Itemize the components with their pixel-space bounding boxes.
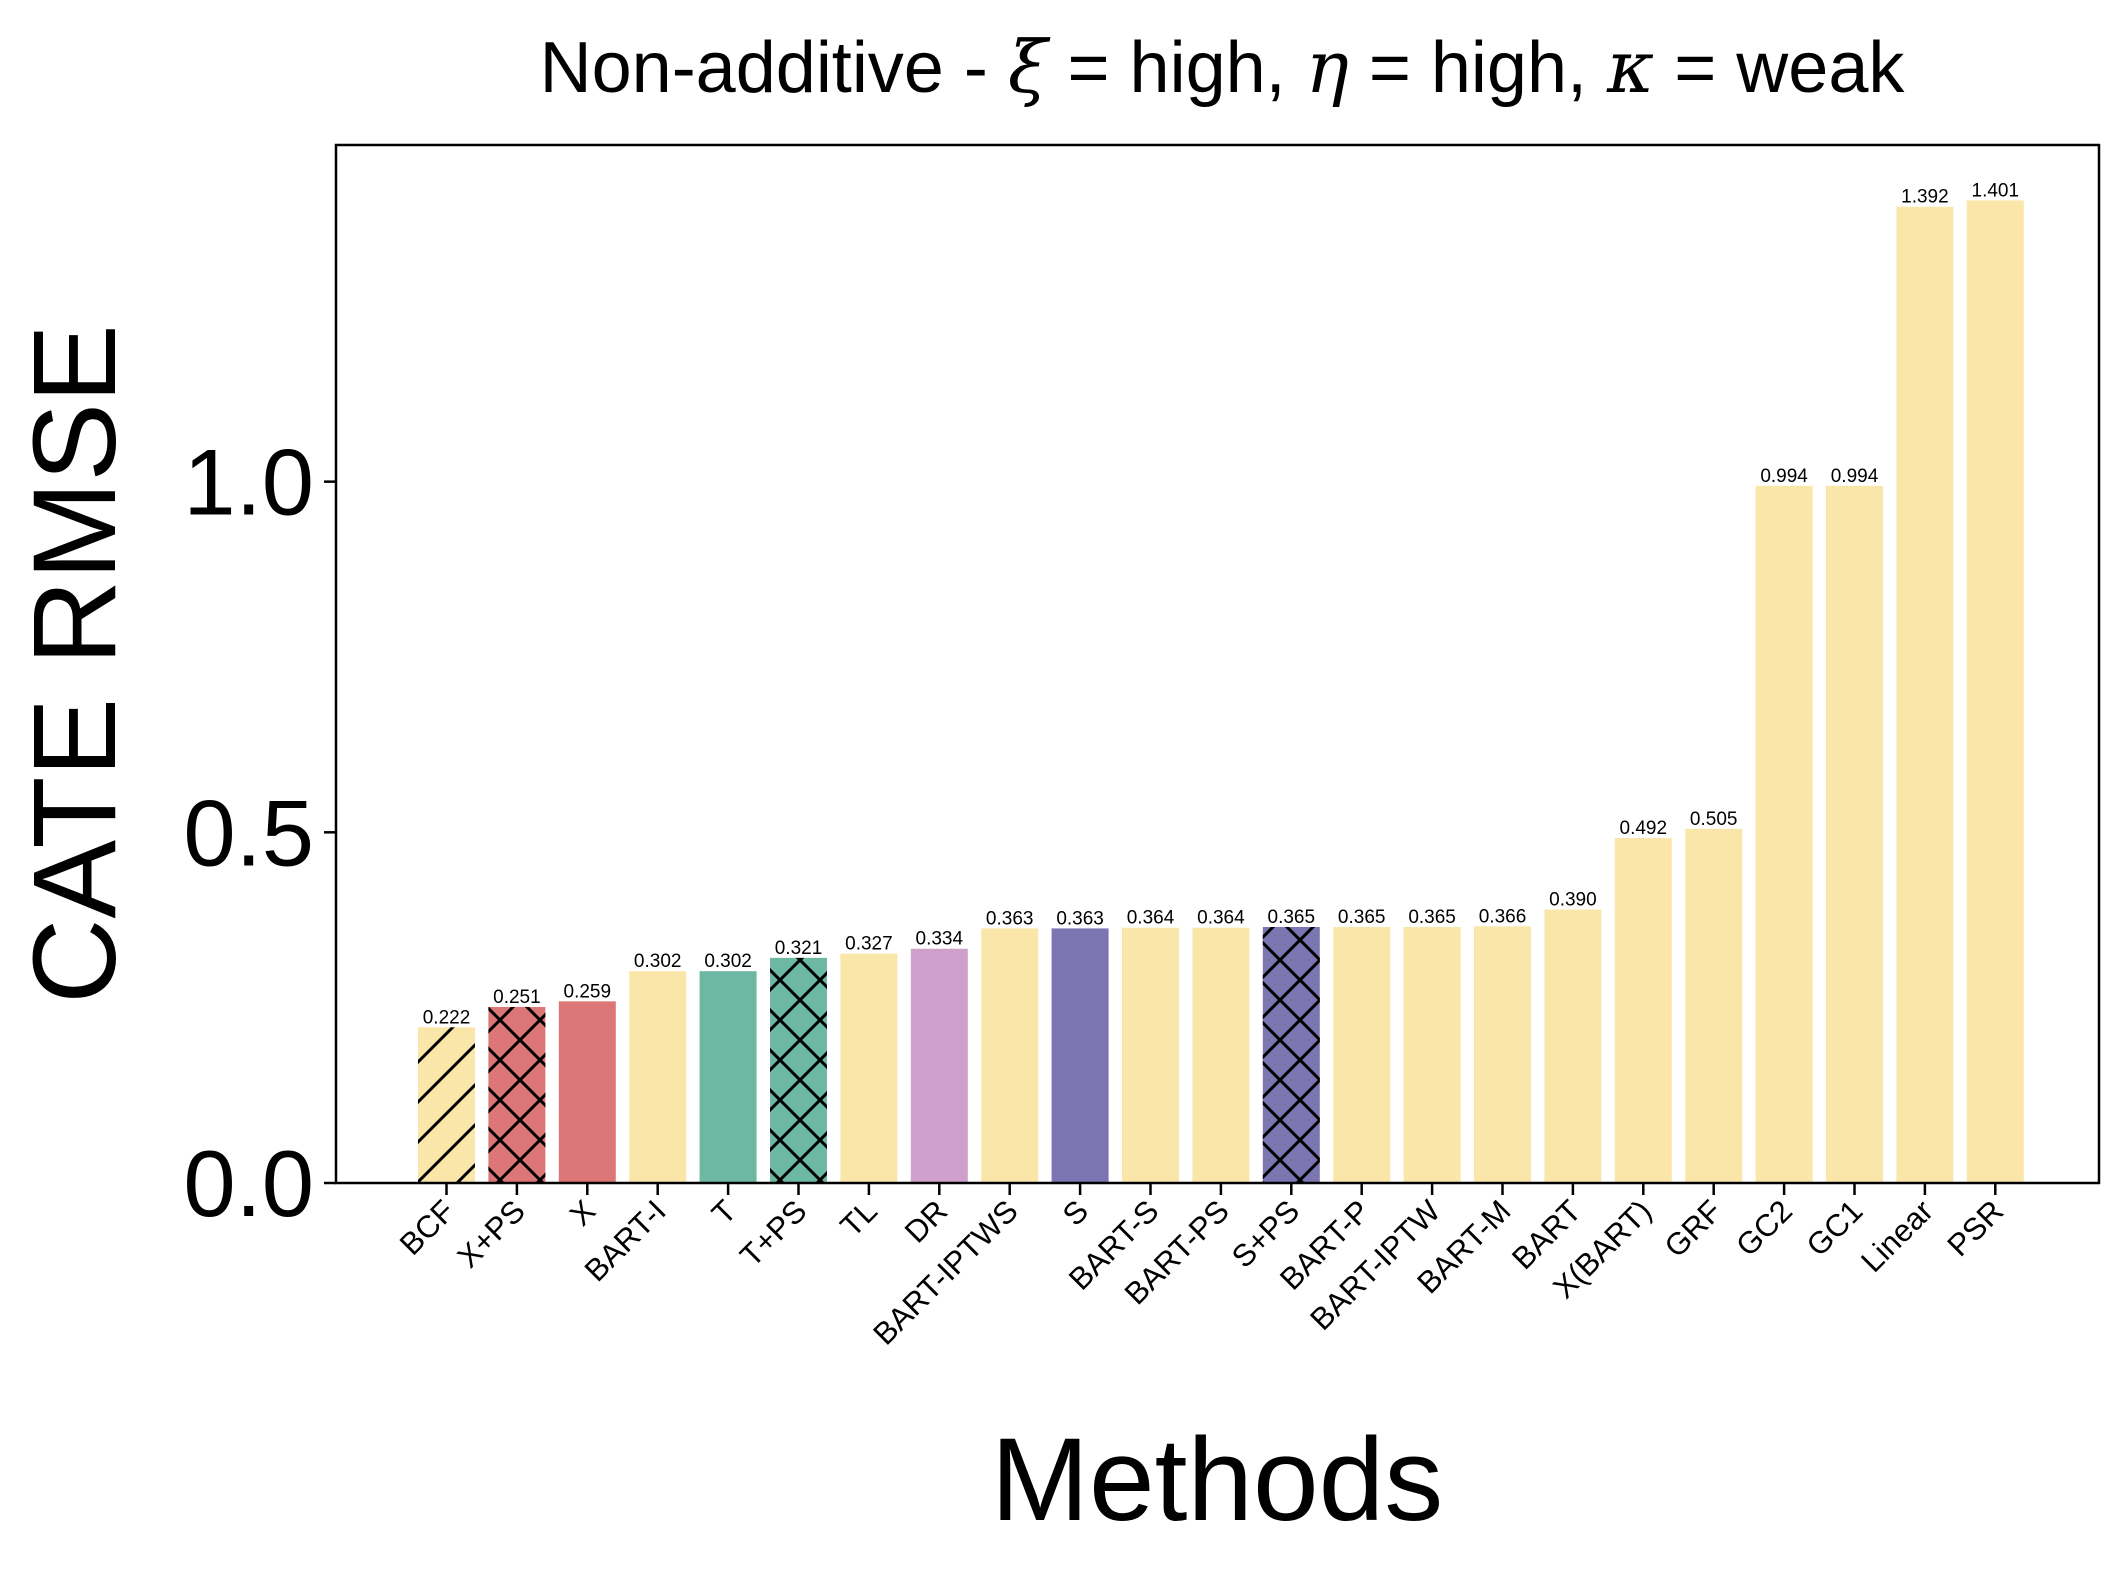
x-tick-label: PSR xyxy=(1940,1193,2010,1263)
x-tick-label: GRF xyxy=(1658,1193,1729,1264)
y-tick-label: 0.5 xyxy=(183,780,314,885)
x-tick-label: DR xyxy=(898,1193,954,1249)
data-label: 0.994 xyxy=(1760,466,1808,487)
bar-bart xyxy=(1544,909,1602,1183)
bar-x xyxy=(558,1001,616,1183)
bar-bart-iptws xyxy=(981,928,1039,1183)
y-axis: 0.0 0.5 1.0 xyxy=(183,430,336,1236)
data-label: 0.366 xyxy=(1479,906,1527,927)
x-tick-label: Linear xyxy=(1854,1193,1940,1279)
data-label: 0.365 xyxy=(1338,907,1386,928)
data-label: 0.492 xyxy=(1620,818,1668,839)
x-tick-label: T xyxy=(705,1193,743,1231)
bar-s xyxy=(1051,928,1109,1183)
x-tick-label: TL xyxy=(834,1193,884,1243)
data-label: 0.321 xyxy=(775,938,823,959)
x-tick-label: S xyxy=(1056,1193,1095,1232)
bar-x-bart xyxy=(1614,837,1672,1183)
x-axis-label: Methods xyxy=(991,1414,1444,1546)
data-label: 0.251 xyxy=(493,987,541,1008)
bar-hatch-s-ps xyxy=(1262,927,1320,1183)
data-labels-group: 0.222 0.251 0.259 0.302 0.302 0.321 0.327 0.334… xyxy=(423,180,2019,1028)
data-label: 0.390 xyxy=(1549,889,1597,910)
data-label: 0.365 xyxy=(1268,907,1316,928)
data-label: 0.222 xyxy=(423,1007,471,1028)
x-tick-label: T+PS xyxy=(733,1193,813,1273)
bar-grf xyxy=(1685,828,1743,1183)
data-label: 0.302 xyxy=(634,951,682,972)
bar-hatch-bcf xyxy=(418,1027,475,1183)
data-label: 0.363 xyxy=(1056,908,1104,929)
x-tick-label: BART-I xyxy=(578,1193,673,1288)
bar-bart-s xyxy=(1122,927,1179,1183)
data-label: 1.392 xyxy=(1901,187,1949,208)
bar-dr xyxy=(910,948,968,1183)
data-label: 0.364 xyxy=(1197,908,1245,929)
data-label: 0.259 xyxy=(564,981,612,1002)
bar-gc1 xyxy=(1826,485,1883,1183)
x-tick-label: GC2 xyxy=(1729,1193,1799,1263)
bars-group xyxy=(418,200,2024,1184)
bar-bart-ps xyxy=(1192,927,1250,1183)
y-axis-label: CATE RMSE xyxy=(9,324,141,1004)
bar-bart-m xyxy=(1474,926,1531,1183)
x-tick-label: X xyxy=(563,1193,603,1233)
data-label: 0.364 xyxy=(1127,908,1175,929)
y-tick-label: 1.0 xyxy=(183,430,314,535)
data-label: 0.334 xyxy=(916,929,964,950)
bar-hatch-t-ps xyxy=(770,957,827,1183)
x-tick-label: X+PS xyxy=(450,1193,531,1274)
data-label: 0.302 xyxy=(704,951,752,972)
bar-bart-iptw xyxy=(1403,927,1461,1183)
bar-hatch-x-ps xyxy=(488,1006,546,1183)
bar-tl xyxy=(840,953,898,1183)
bar-gc2 xyxy=(1755,485,1813,1183)
y-tick-label: 0.0 xyxy=(183,1131,314,1236)
bar-psr xyxy=(1966,200,2024,1184)
data-label: 0.363 xyxy=(986,908,1034,929)
bar-bart-p xyxy=(1333,927,1391,1183)
bar-linear xyxy=(1896,206,1954,1183)
bar-t xyxy=(699,971,757,1183)
data-label: 0.327 xyxy=(845,934,893,955)
data-label: 0.994 xyxy=(1831,466,1879,487)
data-label: 0.505 xyxy=(1690,809,1738,830)
bar-bart-i xyxy=(629,971,687,1183)
data-label: 1.401 xyxy=(1972,180,2020,201)
data-label: 0.365 xyxy=(1408,907,1456,928)
plot-frame xyxy=(334,143,2101,1185)
chart-title: Non-additive - ξ = high, η = high, κ = w… xyxy=(540,25,1906,109)
